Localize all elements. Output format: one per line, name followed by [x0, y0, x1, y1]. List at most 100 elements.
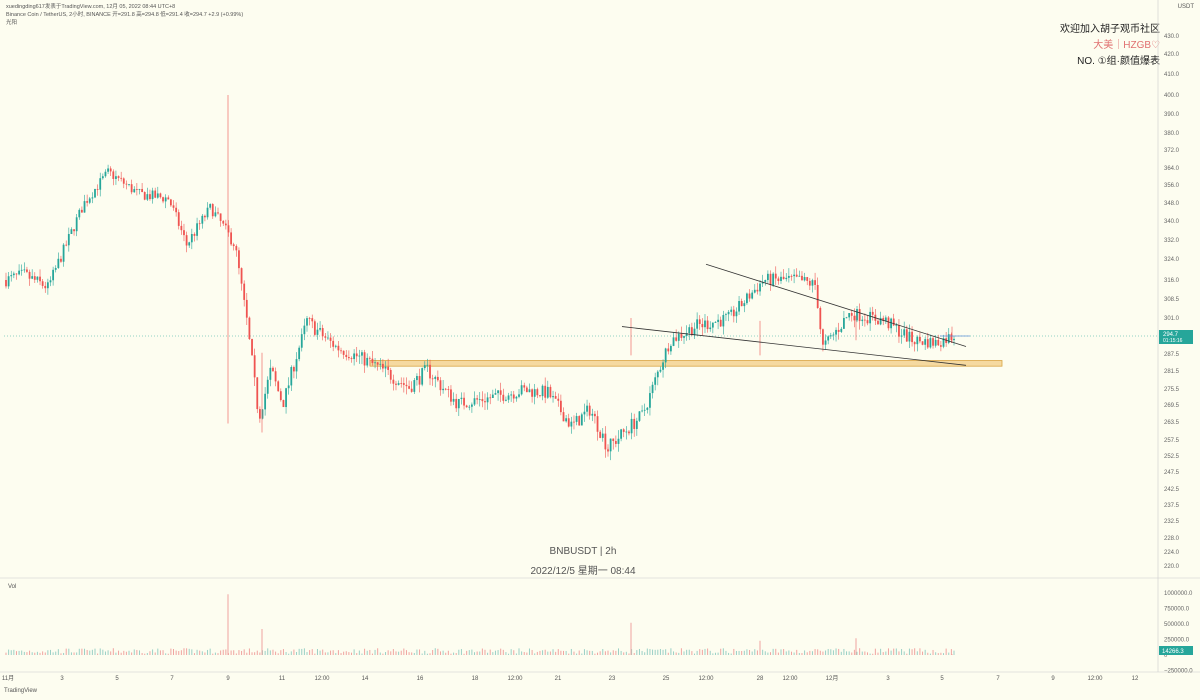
candle-body	[413, 380, 416, 392]
candle-body	[664, 348, 667, 363]
candle-body	[442, 388, 445, 391]
candle-body	[651, 384, 654, 394]
candle-body	[219, 213, 222, 221]
candle-body	[887, 317, 890, 329]
y-tick-label: 232.5	[1164, 519, 1180, 525]
candle-body	[135, 189, 138, 190]
candle-body	[934, 339, 937, 346]
candle-body	[614, 441, 617, 444]
candle-body	[423, 365, 426, 369]
candle-body	[345, 354, 348, 358]
candle-body	[416, 376, 418, 381]
candle-body	[355, 353, 358, 357]
candle-body	[659, 369, 662, 372]
candle-body	[858, 309, 861, 322]
candle-body	[884, 317, 887, 322]
candle-body	[117, 176, 120, 178]
candle-body	[822, 329, 824, 345]
candle-body	[109, 168, 112, 172]
candle-body	[389, 369, 392, 380]
promo-line-1: 欢迎加入胡子观币社区	[1060, 24, 1160, 35]
x-tick-label: 5	[940, 676, 944, 682]
candle-body	[939, 345, 942, 347]
candle-body	[588, 405, 591, 416]
candle-body	[311, 318, 314, 322]
candle-body	[505, 399, 507, 401]
candle-body	[172, 205, 175, 208]
candle-body	[96, 188, 99, 190]
candle-body	[950, 334, 953, 341]
candle-body	[481, 399, 484, 402]
candle-body	[832, 334, 835, 336]
candle-body	[293, 367, 295, 372]
candle-body	[790, 275, 793, 277]
candle-body	[515, 396, 518, 399]
x-tick-label: 3	[886, 676, 890, 682]
candle-body	[533, 389, 536, 397]
y-tick-label: 340.0	[1164, 219, 1180, 225]
watermark-symbol: BNBUSDT | 2h	[549, 546, 617, 557]
candle-body	[486, 397, 489, 403]
candle-body	[264, 393, 267, 410]
y-tick-label: 237.5	[1164, 503, 1180, 509]
candle-body	[44, 285, 47, 289]
volume-tick-label: 1000000.0	[1164, 591, 1193, 597]
x-tick-label: 16	[417, 676, 424, 682]
candle-body	[159, 193, 162, 198]
candle-body	[120, 177, 123, 179]
candle-body	[282, 400, 285, 408]
candle-body	[128, 184, 130, 185]
candle-body	[261, 409, 264, 419]
candle-body	[879, 317, 882, 325]
candle-body	[211, 204, 214, 217]
last-price-value: 294.7	[1163, 332, 1179, 338]
candle-body	[756, 289, 759, 292]
candle-body	[133, 189, 136, 193]
volume-tick-label: 250000.0	[1164, 638, 1190, 644]
candle-body	[340, 350, 342, 352]
y-tick-label: 348.0	[1164, 201, 1180, 207]
candle-body	[452, 398, 455, 402]
candle-body	[222, 220, 225, 224]
candle-body	[374, 362, 376, 364]
candle-body	[559, 400, 562, 413]
candle-body	[722, 314, 725, 327]
candle-body	[607, 450, 609, 452]
candle-body	[88, 198, 91, 203]
candle-body	[73, 229, 75, 232]
x-tick-label: 12:00	[1087, 676, 1103, 682]
candle-body	[206, 207, 209, 218]
candle-body	[342, 350, 345, 355]
candle-body	[573, 421, 575, 423]
y-tick-label: 390.0	[1164, 112, 1180, 118]
candle-body	[217, 212, 219, 214]
candle-body	[675, 337, 678, 341]
candle-body	[337, 345, 340, 351]
candle-body	[816, 284, 819, 309]
candle-body	[670, 345, 672, 352]
candle-body	[913, 342, 916, 345]
candle-body	[591, 413, 594, 416]
y-tick-label: 420.0	[1164, 52, 1180, 58]
candle-body	[382, 363, 384, 369]
candle-body	[942, 338, 945, 347]
candle-body	[565, 418, 568, 422]
candle-body	[368, 357, 371, 359]
candle-body	[313, 321, 316, 335]
candle-body	[204, 215, 206, 218]
support-zone	[369, 360, 1003, 367]
axis-unit-label: USDT	[1177, 4, 1194, 10]
x-tick-label: 25	[663, 676, 670, 682]
candle-body	[444, 388, 447, 390]
candle-body	[732, 309, 735, 317]
candle-body	[507, 395, 510, 400]
candle-body	[350, 358, 353, 360]
candle-body	[903, 329, 906, 336]
candle-body	[497, 390, 499, 394]
candle-body	[224, 223, 227, 226]
candle-body	[193, 234, 196, 236]
candle-body	[552, 396, 554, 398]
y-tick-label: 410.0	[1164, 72, 1180, 78]
candle-body	[837, 329, 840, 332]
